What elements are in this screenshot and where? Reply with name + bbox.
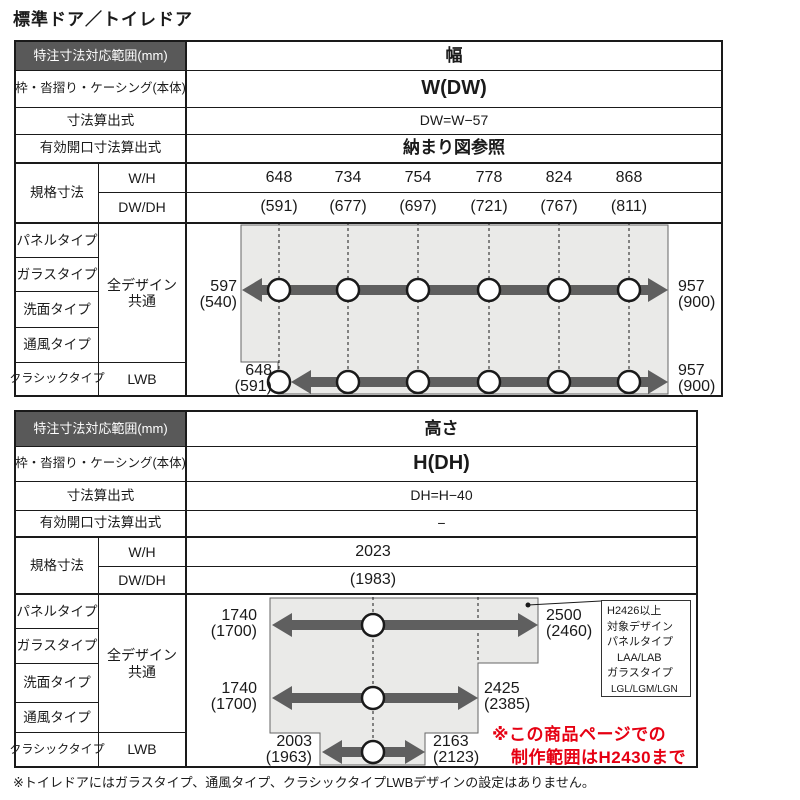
wh-value: 648 xyxy=(265,169,293,186)
common-size-markers xyxy=(266,277,642,303)
width-range-diagram xyxy=(240,222,669,395)
height-formula-value: DH=H−40 xyxy=(410,487,473,504)
width-formula-value: DW=W−57 xyxy=(419,112,489,129)
width-common-min-label: 597 (540) xyxy=(199,278,237,311)
width-range-area xyxy=(240,224,669,395)
height-upper-max-label: 2500 (2460) xyxy=(546,607,593,640)
height-range-diagram xyxy=(269,597,602,766)
wh-value: 824 xyxy=(545,169,573,186)
frame-label: 枠・沓摺り・ケーシング(本体) xyxy=(15,81,186,96)
standard-height-marker xyxy=(360,612,386,638)
standard-size-label: 規格寸法 xyxy=(30,557,84,573)
all-design-line2: 共通 xyxy=(128,293,156,309)
page-title: 標準ドア／トイレドア xyxy=(13,10,193,29)
wh-value: 734 xyxy=(334,169,362,186)
width-opening-value: 納まり図参照 xyxy=(403,138,505,158)
classic-size-markers xyxy=(266,369,642,395)
width-spec-table: 特注寸法対応範囲(mm) 幅 枠・沓摺り・ケーシング(本体) W(DW) 寸法算… xyxy=(9,40,723,397)
width-classic-max-label: 957 (900) xyxy=(678,362,716,395)
type-label-classic: クラシックタイプ xyxy=(9,371,105,386)
lwb-cell: LWB xyxy=(127,370,157,387)
all-design-line2: 共通 xyxy=(128,663,156,680)
wh-value: 868 xyxy=(615,169,643,186)
width-spec-range-label: 特注寸法対応範囲(mm) xyxy=(16,42,185,70)
production-range-note-line1: ※この商品ページでの xyxy=(492,725,667,744)
wh-value: 778 xyxy=(475,169,503,186)
wh-row-label: W/H xyxy=(128,170,156,187)
dwdh-value: (697) xyxy=(399,198,437,215)
height-spec-table: 特注寸法対応範囲(mm) 高さ 枠・沓摺り・ケーシング(本体) H(DH) 寸法… xyxy=(9,410,698,768)
height-lower-max-label: 2425 (2385) xyxy=(484,680,531,713)
standard-size-gridlines xyxy=(278,222,630,395)
height-range-area xyxy=(269,597,539,766)
frame-label: 枠・沓摺り・ケーシング(本体) xyxy=(15,456,186,471)
height-frame-value: H(DH) xyxy=(413,452,470,474)
production-range-note-line2: 制作範囲はH2430まで xyxy=(511,748,687,767)
width-common-max-label: 957 (900) xyxy=(678,278,716,311)
dwdh-row-label: DW/DH xyxy=(118,571,166,588)
width-header: 幅 xyxy=(445,46,463,66)
height-lower-min-label: 1740 (1700) xyxy=(210,680,257,713)
height-upper-min-label: 1740 (1700) xyxy=(210,607,257,640)
all-design-common-cell: 全デザイン 共通 xyxy=(99,595,185,732)
type-label-ventilation: 通風タイプ xyxy=(23,337,91,353)
standard-height-marker xyxy=(360,739,386,765)
height-classic-min-label: 2003 (1963) xyxy=(265,733,312,766)
toilet-door-footnote: ※トイレドアにはガラスタイプ、通風タイプ、クラシックタイプLWBデザインの設定は… xyxy=(13,775,595,790)
type-label-glass: ガラスタイプ xyxy=(16,638,98,654)
height-dwdh-value: (1983) xyxy=(349,571,397,588)
height-spec-range-label: 特注寸法対応範囲(mm) xyxy=(16,412,185,446)
width-frame-value: W(DW) xyxy=(421,77,487,99)
opening-formula-label: 有効開口寸法算出式 xyxy=(39,140,162,156)
dwdh-value: (811) xyxy=(610,198,648,215)
standard-height-marker xyxy=(360,685,386,711)
all-design-common-cell: 全デザイン 共通 xyxy=(99,224,185,362)
standard-size-label: 規格寸法 xyxy=(30,185,84,201)
formula-label: 寸法算出式 xyxy=(66,487,135,503)
height-header: 高さ xyxy=(424,419,459,439)
wh-row-label: W/H xyxy=(128,543,156,560)
type-label-panel: パネルタイプ xyxy=(16,232,98,248)
dwdh-value: (721) xyxy=(470,198,508,215)
type-label-classic: クラシックタイプ xyxy=(9,741,105,756)
type-label-glass: ガラスタイプ xyxy=(16,266,98,282)
dwdh-row-label: DW/DH xyxy=(118,199,166,216)
opening-formula-label: 有効開口寸法算出式 xyxy=(39,515,162,531)
width-classic-min-label: 648 (591) xyxy=(234,362,272,395)
lwb-cell: LWB xyxy=(127,741,157,758)
height-opening-value: − xyxy=(437,514,446,531)
dwdh-value: (677) xyxy=(329,198,367,215)
type-label-ventilation: 通風タイプ xyxy=(23,709,91,725)
all-design-line1: 全デザイン xyxy=(107,276,177,293)
dwdh-value: (767) xyxy=(540,198,578,215)
dwdh-value: (591) xyxy=(260,198,298,215)
type-label-washstand: 洗面タイプ xyxy=(23,675,91,691)
formula-label: 寸法算出式 xyxy=(66,112,135,128)
common-range-arrow xyxy=(242,278,668,302)
height-wh-value: 2023 xyxy=(355,543,391,560)
height-classic-max-label: 2163 (2123) xyxy=(433,733,480,766)
callout-connector xyxy=(525,600,602,608)
h2426-design-callout: H2426以上 対象デザイン パネルタイプ LAA/LAB ガラスタイプ LGL… xyxy=(601,600,691,697)
type-label-washstand: 洗面タイプ xyxy=(23,301,91,317)
wh-value: 754 xyxy=(404,169,432,186)
all-design-line1: 全デザイン xyxy=(107,647,177,664)
type-label-panel: パネルタイプ xyxy=(16,603,98,619)
common-upper-range-arrow xyxy=(272,613,538,637)
